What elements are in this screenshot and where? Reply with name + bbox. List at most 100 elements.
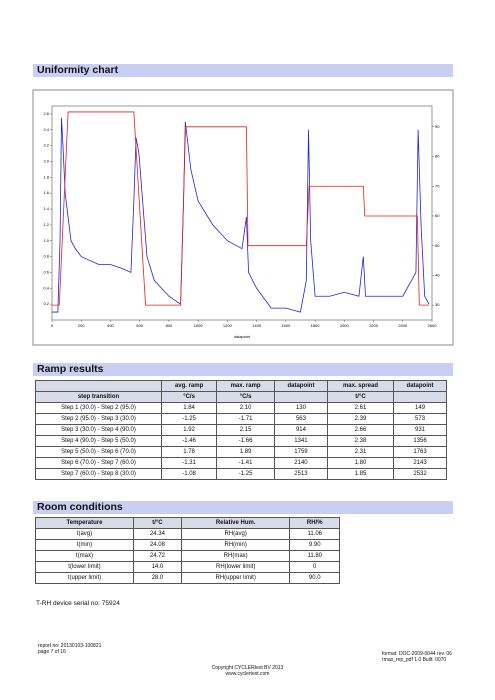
y2-tick-label: 60 (435, 213, 440, 218)
x-tick-label: 0 (51, 323, 54, 328)
y-tick-label: 2.2 (43, 143, 49, 148)
x-tick-label: 2000 (340, 323, 350, 328)
y-tick-label: 0.6 (43, 270, 49, 275)
table-cell: 1.78 (160, 446, 218, 458)
table-cell: 130 (274, 402, 328, 414)
y-tick-label: 0.2 (43, 301, 49, 306)
y-tick-label: 2.4 (43, 127, 49, 132)
table-cell: 0 (289, 561, 340, 573)
series-line (52, 111, 430, 306)
table-cell: Relative Hum. (180, 517, 291, 529)
y2-tick-label: 50 (435, 243, 440, 248)
table-cell: t(min) (35, 539, 134, 551)
table-row: t(min) 24.08 RH(min) 9.90 (35, 539, 340, 551)
footer-text: page 7 of 16 (38, 649, 66, 655)
table-cell: Step 6 (70.0) - Step 7 (60.0) (35, 457, 162, 469)
table-cell: °C/s (216, 391, 276, 403)
x-tick-label: 1600 (281, 323, 291, 328)
x-tick-label: 2400 (398, 323, 408, 328)
x-tick-label: 1400 (252, 323, 262, 328)
footer-text: www.cyclertest.com (225, 671, 270, 677)
plot-area (51, 105, 433, 321)
table-cell: Step 2 (95.0) - Step 3 (30.0) (35, 413, 162, 425)
table-cell: RH(avg) (180, 528, 291, 540)
x-axis-label: datapoint (234, 334, 251, 339)
y2-tick-label: 40 (435, 272, 440, 277)
table-cell: 914 (274, 424, 328, 436)
table-row: avg. ramp max. ramp datapoint max. spread da… (35, 380, 447, 392)
table-cell: Step 4 (90.0) - Step 5 (50.0) (35, 435, 162, 447)
y-tick-label: 0.8 (43, 254, 49, 259)
table-cell: 149 (393, 402, 447, 414)
table-cell: 2.38 (326, 435, 395, 447)
table-row: Step 5 (50.0) - Step 6 (70.0) 1.78 1.89 175… (35, 446, 447, 458)
table-cell: 2513 (274, 468, 328, 480)
footer-text: Copyright CYCLERtest BV 2013 (211, 665, 284, 671)
table-cell: -1.71 (216, 413, 276, 425)
x-tick-label: 400 (107, 323, 114, 328)
table-cell: 1.80 (326, 457, 395, 469)
table-cell: 24.34 (132, 528, 182, 540)
table-cell: t(lower limit) (35, 561, 134, 573)
table-cell (35, 380, 162, 392)
table-cell: Temperature (35, 517, 134, 529)
table-cell: Step 1 (30.0) - Step 2 (95.0) (35, 402, 162, 414)
table-cell: -1.46 (160, 435, 218, 447)
x-tick-label: 2200 (369, 323, 379, 328)
y-tick-label: 1.0 (43, 238, 49, 243)
x-tick-label: 2600 (428, 323, 438, 328)
footer-text: report no: 20130103-100821 (38, 643, 102, 649)
x-tick-label: 200 (78, 323, 85, 328)
table-cell: t/°C (326, 391, 395, 403)
table-cell: RH(min) (180, 539, 291, 551)
y-tick-label: 1.4 (43, 206, 49, 211)
table-cell: 9.90 (289, 539, 340, 551)
x-tick-label: 1000 (194, 323, 204, 328)
table-cell: Step 5 (50.0) - Step 6 (70.0) (35, 446, 162, 458)
table-cell: 2.66 (326, 424, 395, 436)
table-cell: 2143 (393, 457, 447, 469)
table-cell: datapoint (274, 380, 328, 392)
table-cell: -1.31 (160, 457, 218, 469)
table-row: Step 4 (90.0) - Step 5 (50.0) -1.46 -1.66 1… (35, 435, 447, 447)
footer-text: rmas_rep_pdf 1.0 Built: 0070 (382, 657, 447, 663)
table-cell: 1759 (274, 446, 328, 458)
y-tick-label: 1.8 (43, 174, 49, 179)
ramp-table: avg. ramp max. ramp datapoint max. spread da… (35, 380, 447, 480)
table-cell (274, 391, 328, 403)
table-row: Step 1 (30.0) - Step 2 (95.0) 1.84 2.10 130… (35, 402, 447, 414)
table-row: Step 3 (30.0) - Step 4 (90.0) 1.92 2.15 914… (35, 424, 447, 436)
table-cell: 2.39 (326, 413, 395, 425)
table-cell: 1763 (393, 446, 447, 458)
table-cell: 1356 (393, 435, 447, 447)
table-cell: RH(max) (180, 550, 291, 562)
y2-tick-label: 90 (435, 124, 440, 129)
table-row: Step 6 (70.0) - Step 7 (60.0) -1.31 -1.41 2… (35, 457, 447, 469)
table-cell: -1.25 (216, 468, 276, 480)
table-cell: -1.66 (216, 435, 276, 447)
table-cell (393, 391, 447, 403)
table-cell: 2140 (274, 457, 328, 469)
table-cell: 90.0 (289, 572, 340, 584)
table-cell: 563 (274, 413, 328, 425)
table-cell: 573 (393, 413, 447, 425)
y-tick-label: 2.0 (43, 159, 49, 164)
table-cell: t(upper limit) (35, 572, 134, 584)
y-tick-label: 2.6 (43, 111, 49, 116)
footer-text: format: DOC-2009-0044 rev. 06 (382, 651, 452, 657)
table-cell: 2.31 (326, 446, 395, 458)
table-row: t(lower limit) 14.0 RH(lower limit) 0 (35, 561, 340, 573)
room-table: Temperature t/°C Relative Hum. RH/% t(avg) 24… (35, 517, 340, 584)
chart-frame (32, 89, 454, 346)
table-cell: step transition (35, 391, 162, 403)
table-row: t(avg) 24.34 RH(avg) 11.06 (35, 528, 340, 540)
series-line (52, 117, 430, 313)
table-cell: 2.15 (216, 424, 276, 436)
table-cell: RH/% (289, 517, 340, 529)
table-cell: 1.85 (326, 468, 395, 480)
table-cell: RH(upper limit) (180, 572, 291, 584)
table-cell: 2532 (393, 468, 447, 480)
table-cell: 1.84 (160, 402, 218, 414)
table-cell: RH(lower limit) (180, 561, 291, 573)
